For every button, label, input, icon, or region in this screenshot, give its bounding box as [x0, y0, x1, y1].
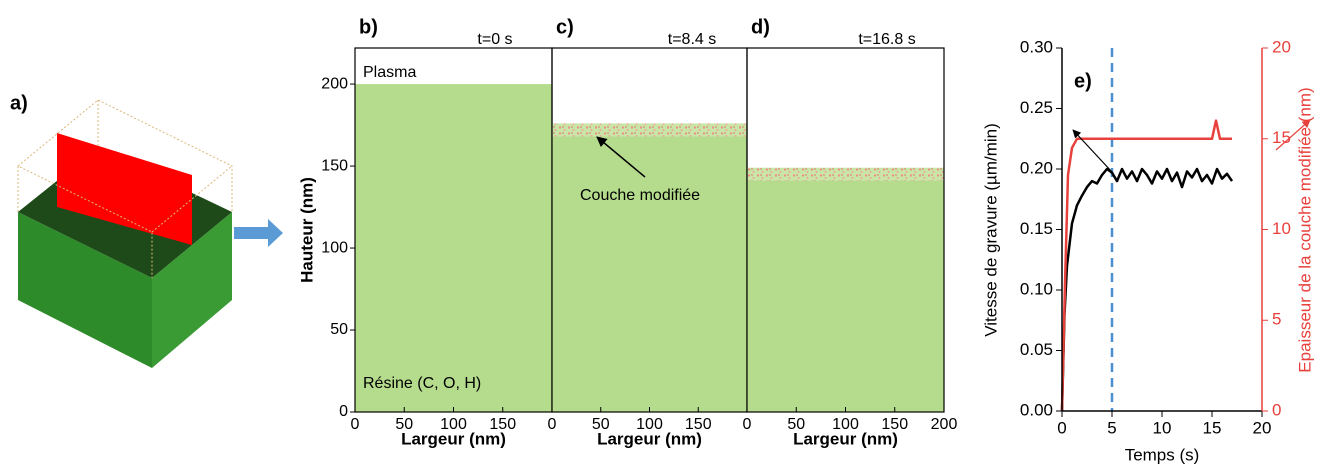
x-axis-label: Largeur (nm): [793, 429, 898, 448]
x-tick-label: 10: [1153, 418, 1172, 437]
x-axis-label: Temps (s): [1125, 445, 1200, 464]
x-tick-label: 100: [440, 416, 467, 433]
annotation-arrow: [596, 136, 646, 178]
panel-label: c): [556, 16, 574, 38]
panel-title: t=0 s: [477, 31, 512, 48]
box-3d: [17, 99, 283, 368]
x-tick-label: 15: [1203, 418, 1222, 437]
modified-layer: [552, 123, 747, 137]
bulk-material: [747, 174, 944, 412]
x-axis-label: Largeur (nm): [401, 429, 506, 448]
y-tick-label: 0.00: [1020, 400, 1053, 419]
x-tick-label: 5: [1107, 418, 1116, 437]
y-tick-label: 0.25: [1020, 98, 1053, 117]
x-tick-label: 50: [787, 416, 805, 433]
x-tick-label: 0: [548, 416, 557, 433]
panel-title: t=16.8 s: [858, 31, 915, 48]
x-tick-label: 50: [592, 416, 610, 433]
y-tick-label: 0.10: [1020, 279, 1053, 298]
y2-tick-label: 15: [1272, 128, 1291, 147]
x-tick-label: 0: [743, 416, 752, 433]
bulk-material: [355, 84, 552, 412]
x-tick-label: 0: [1057, 418, 1066, 437]
y-tick-label: 0: [339, 403, 348, 420]
annotation: Plasma: [363, 64, 416, 81]
x-tick-label: 150: [685, 416, 712, 433]
y2-axis-label: Epaisseur de la couche modifiée (nm): [1295, 87, 1314, 372]
y2-tick-label: 10: [1272, 219, 1291, 238]
bulk-material: [552, 129, 747, 412]
panel-label: d): [751, 16, 770, 38]
series-line: [1060, 167, 1234, 412]
y2-tick-label: 20: [1272, 37, 1291, 56]
y-axis-label: Vitesse de gravure (µm/min): [981, 123, 1000, 337]
y2-tick-label: 0: [1272, 400, 1281, 419]
x-tick-label: 150: [881, 416, 908, 433]
annotation: Résine (C, O, H): [363, 375, 481, 392]
annotation-arrow: [1275, 119, 1311, 151]
y-tick-label: 100: [321, 239, 348, 256]
y-tick-label: 0.05: [1020, 340, 1053, 359]
x-tick-label: 100: [636, 416, 663, 433]
x-tick-label: 50: [395, 416, 413, 433]
annotation: Couche modifiée: [580, 187, 700, 204]
panel-label: e): [1074, 70, 1092, 92]
x-tick-label: 200: [931, 416, 958, 433]
panel-title: t=8.4 s: [668, 31, 716, 48]
modified-layer: [747, 167, 944, 181]
y-tick-label: 150: [321, 157, 348, 174]
x-tick-label: 20: [1253, 418, 1272, 437]
x-axis-label: Largeur (nm): [597, 429, 702, 448]
series-line: [1060, 119, 1232, 412]
y-axis-label: Hauteur (nm): [297, 177, 316, 283]
y2-tick-label: 5: [1272, 310, 1281, 329]
annotation-arrow: [1072, 129, 1113, 173]
x-tick-label: 150: [489, 416, 516, 433]
y-tick-label: 200: [321, 75, 348, 92]
x-tick-label: 0: [351, 416, 360, 433]
y-tick-label: 50: [330, 321, 348, 338]
y-tick-label: 0.30: [1020, 37, 1053, 56]
y-tick-label: 0.15: [1020, 219, 1053, 238]
panel-label: a): [10, 92, 28, 114]
y-tick-label: 0.20: [1020, 158, 1053, 177]
panel-label: b): [359, 16, 378, 38]
x-tick-label: 100: [832, 416, 859, 433]
